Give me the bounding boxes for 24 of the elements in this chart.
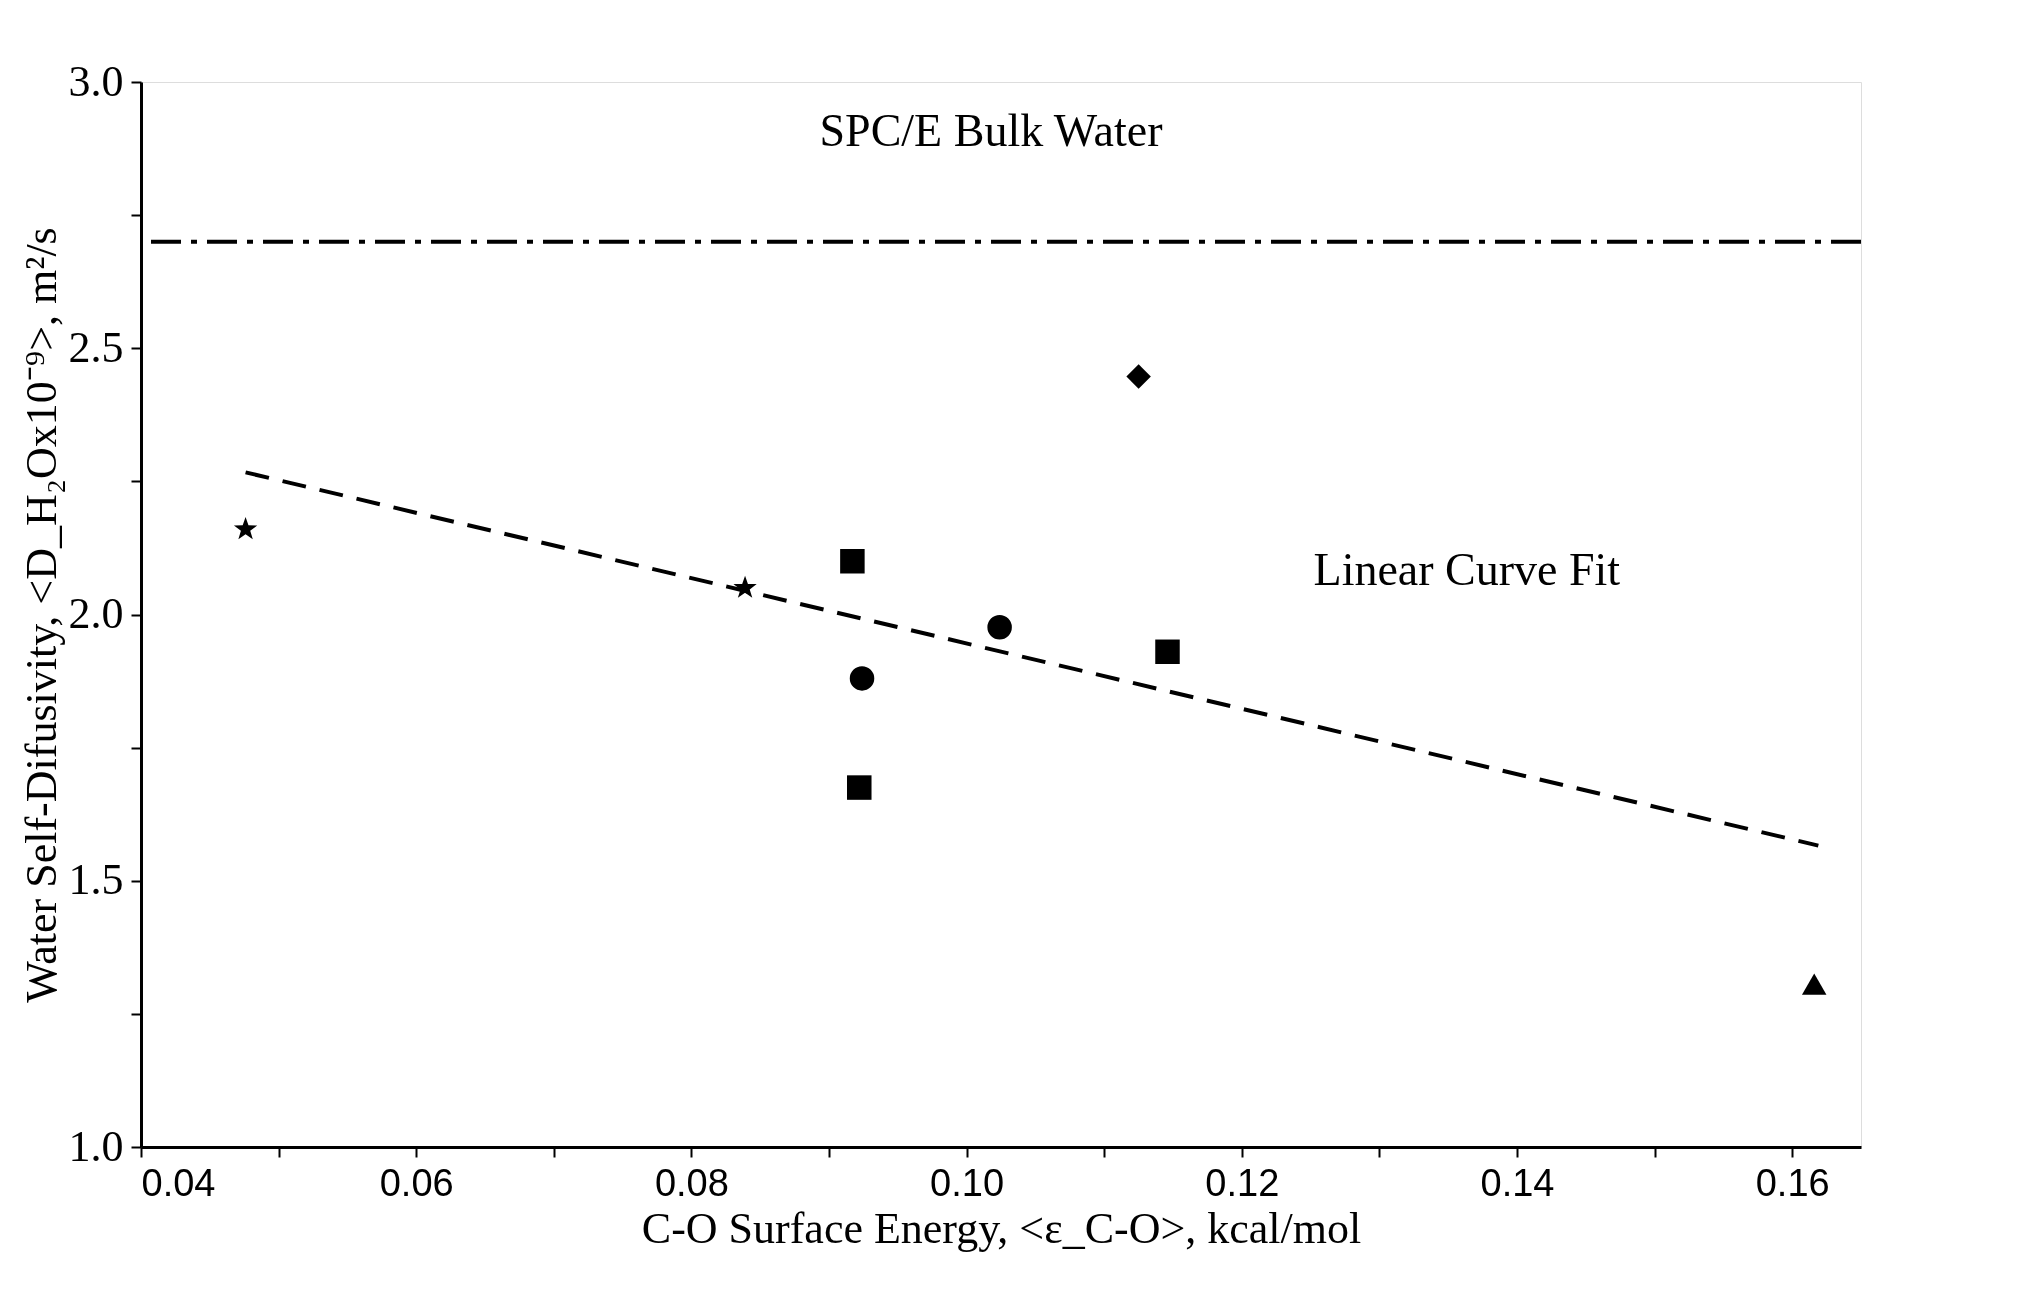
- x-tick-label: 0.12: [1205, 1161, 1280, 1204]
- point: [849, 666, 875, 691]
- y-axis-title: Water Self-Difusivity, <D_H₂Ox10⁻⁹>, m²/s: [16, 227, 66, 1003]
- point: [840, 549, 865, 574]
- x-tick-label: 0.16: [1755, 1161, 1830, 1204]
- point: [1155, 639, 1180, 665]
- y-tick-label: 2.5: [68, 322, 124, 372]
- point: [1801, 973, 1827, 995]
- x-tick-label: 0.10: [930, 1161, 1005, 1204]
- x-tick-label: 0.14: [1480, 1161, 1555, 1204]
- annotation: Linear Curve Fit: [1313, 543, 1621, 595]
- ref-line-label: SPC/E Bulk Water: [819, 104, 1163, 156]
- y-tick-label: 1.5: [68, 855, 124, 905]
- point: [987, 615, 1012, 640]
- y-tick-label: 1.0: [68, 1121, 124, 1171]
- x-tick-label: 0.06: [379, 1161, 454, 1204]
- point: [233, 517, 258, 540]
- x-tick-label: 0.04: [141, 1161, 216, 1204]
- point: [1126, 364, 1151, 389]
- y-tick-label: 3.0: [68, 56, 124, 106]
- x-tick-label: 0.08: [654, 1161, 729, 1204]
- point: [847, 775, 872, 800]
- y-tick-label: 2.0: [68, 589, 124, 638]
- x-axis-title: C-O Surface Energy, <ε_C-O>, kcal/mol: [641, 1203, 1362, 1253]
